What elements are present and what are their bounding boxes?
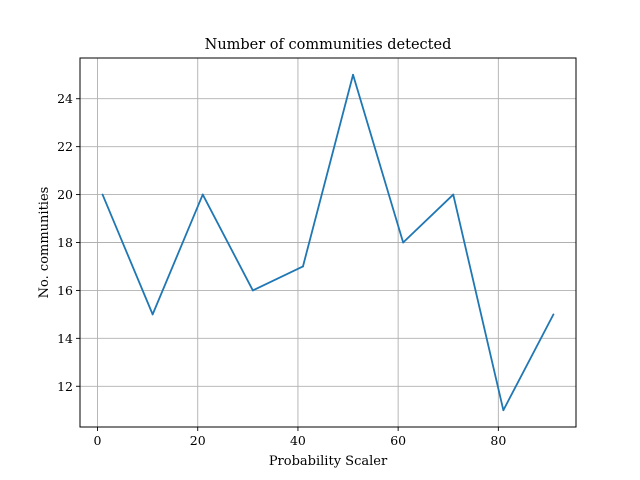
chart-title: Number of communities detected <box>205 37 452 53</box>
x-axis-label: Probability Scaler <box>269 454 388 469</box>
x-tick-label: 40 <box>290 433 306 448</box>
x-tick-label: 0 <box>94 433 102 448</box>
x-tick-label: 20 <box>190 433 206 448</box>
y-axis-label: No. communities <box>37 187 52 299</box>
y-tick-label: 22 <box>57 139 73 154</box>
data-point <box>402 241 405 244</box>
x-tick-label: 60 <box>390 433 406 448</box>
y-tick-label: 14 <box>57 331 73 346</box>
series-points <box>101 73 555 412</box>
data-point <box>151 313 154 316</box>
y-tick-label: 16 <box>57 283 73 298</box>
data-point <box>452 193 455 196</box>
series-line <box>101 73 555 412</box>
data-point <box>201 193 204 196</box>
grid <box>80 58 576 427</box>
y-tick-label: 18 <box>57 235 73 250</box>
x-tick-label: 80 <box>490 433 506 448</box>
y-tick-label: 12 <box>57 379 73 394</box>
data-point <box>552 313 555 316</box>
axis-ticks: 0 20 40 60 80 12 14 16 18 20 22 24 <box>57 91 506 448</box>
data-point <box>302 265 304 268</box>
data-point <box>352 73 354 76</box>
y-tick-label: 20 <box>57 187 73 202</box>
y-tick-label: 24 <box>57 91 73 106</box>
data-point <box>502 409 505 412</box>
data-point <box>251 289 254 292</box>
data-point <box>101 193 104 196</box>
